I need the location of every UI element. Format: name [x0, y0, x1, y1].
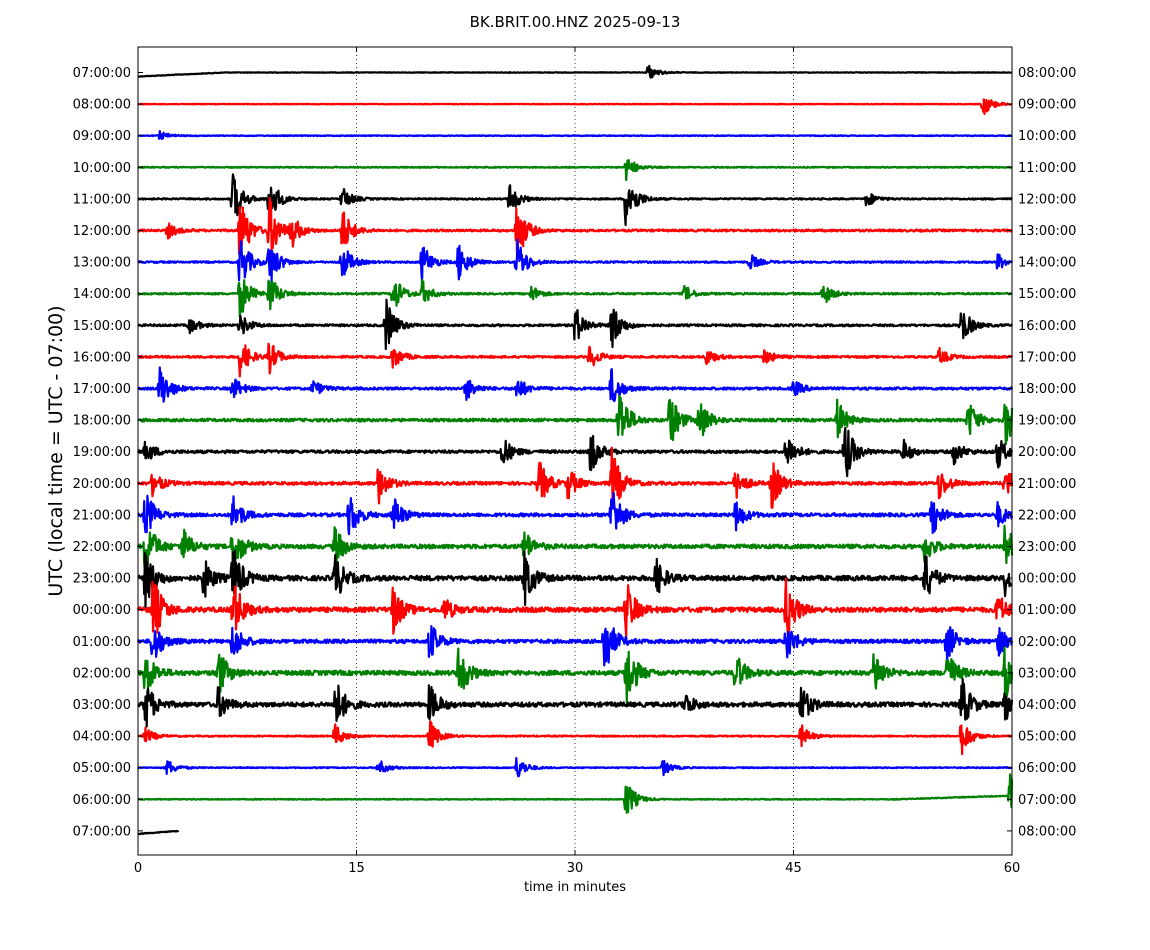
trace-line — [137, 720, 1013, 756]
trace-line — [137, 366, 1014, 403]
trace-line — [137, 159, 1013, 182]
right-time-label: 18:00:00 — [1018, 382, 1076, 397]
x-tick-label: 45 — [785, 861, 802, 876]
trace-line — [137, 757, 1013, 778]
trace-line — [137, 678, 1014, 728]
right-time-label: 09:00:00 — [1018, 98, 1076, 113]
left-time-label: 12:00:00 — [73, 224, 131, 239]
trace-line — [137, 773, 1014, 814]
right-time-label: 15:00:00 — [1018, 287, 1076, 302]
left-time-label: 03:00:00 — [73, 698, 131, 713]
y-axis-label: UTC (local time = UTC - 07:00) — [45, 305, 67, 596]
trace-line — [137, 238, 1014, 284]
trace-line — [137, 549, 1013, 611]
left-time-labels: 07:00:00 08:00:00 09:00:00 10:00:00 11:00:00… — [73, 66, 143, 839]
left-time-label: 17:00:00 — [73, 382, 131, 397]
trace-line — [136, 446, 1014, 510]
x-tick-label: 15 — [348, 861, 365, 876]
right-time-label: 23:00:00 — [1018, 540, 1076, 555]
left-time-label: 15:00:00 — [73, 319, 131, 334]
trace-line — [137, 173, 1013, 227]
trace-line — [137, 298, 1014, 351]
left-time-label: 13:00:00 — [73, 256, 131, 271]
left-time-label: 14:00:00 — [73, 287, 131, 302]
seismogram-traces — [136, 64, 1014, 836]
left-time-label: 06:00:00 — [73, 793, 131, 808]
right-time-labels: 08:00:00 09:00:00 10:00:00 11:00:00 12:00:00… — [1007, 66, 1076, 839]
trace-line — [137, 492, 1014, 536]
chart-title: BK.BRIT.00.HNZ 2025-09-13 — [470, 13, 681, 31]
right-time-label: 10:00:00 — [1018, 129, 1076, 144]
trace-line — [137, 130, 1013, 141]
left-time-label: 20:00:00 — [73, 477, 131, 492]
right-time-label: 13:00:00 — [1018, 224, 1076, 239]
left-time-label: 00:00:00 — [73, 603, 131, 618]
trace-line — [137, 394, 1014, 446]
x-tick-label: 0 — [134, 861, 142, 876]
trace-line — [137, 98, 1013, 115]
right-time-label: 16:00:00 — [1018, 319, 1076, 334]
left-time-label: 08:00:00 — [73, 98, 131, 113]
right-time-label: 19:00:00 — [1018, 414, 1076, 429]
x-tick-label: 60 — [1004, 861, 1021, 876]
left-time-label: 16:00:00 — [73, 350, 131, 365]
right-time-label: 12:00:00 — [1018, 192, 1076, 207]
trace-line — [136, 577, 1013, 637]
trace-line — [136, 524, 1014, 574]
trace-line — [137, 278, 1013, 318]
left-time-label: 21:00:00 — [73, 508, 131, 523]
trace-line — [137, 829, 180, 836]
left-time-label: 04:00:00 — [73, 730, 131, 745]
right-time-label: 00:00:00 — [1018, 572, 1076, 587]
left-time-label: 07:00:00 — [73, 824, 131, 839]
right-time-label: 02:00:00 — [1018, 635, 1076, 650]
left-time-label: 19:00:00 — [73, 445, 131, 460]
left-time-label: 22:00:00 — [73, 540, 131, 555]
left-time-label: 11:00:00 — [73, 192, 131, 207]
right-time-label: 14:00:00 — [1018, 256, 1076, 271]
left-time-label: 23:00:00 — [73, 572, 131, 587]
left-time-label: 18:00:00 — [73, 414, 131, 429]
right-time-label: 21:00:00 — [1018, 477, 1076, 492]
right-time-label: 22:00:00 — [1018, 508, 1076, 523]
trace-line — [136, 426, 1014, 478]
right-time-label: 05:00:00 — [1018, 730, 1076, 745]
left-time-label: 09:00:00 — [73, 129, 131, 144]
x-axis: 0 15 30 45 60 — [134, 47, 1020, 876]
right-time-label: 17:00:00 — [1018, 350, 1076, 365]
x-tick-label: 30 — [567, 861, 584, 876]
right-time-label: 03:00:00 — [1018, 666, 1076, 681]
right-time-label: 08:00:00 — [1018, 824, 1076, 839]
right-time-label: 08:00:00 — [1018, 66, 1076, 81]
right-time-label: 04:00:00 — [1018, 698, 1076, 713]
right-time-label: 11:00:00 — [1018, 161, 1076, 176]
left-time-label: 02:00:00 — [73, 666, 131, 681]
trace-line — [136, 625, 1014, 667]
x-axis-label: time in minutes — [524, 880, 626, 895]
left-time-label: 05:00:00 — [73, 761, 131, 776]
trace-line — [137, 646, 1014, 704]
left-time-label: 01:00:00 — [73, 635, 131, 650]
right-time-label: 20:00:00 — [1018, 445, 1076, 460]
left-time-label: 10:00:00 — [73, 161, 131, 176]
trace-line — [137, 196, 1013, 255]
trace-line — [137, 342, 1013, 378]
right-time-label: 07:00:00 — [1018, 793, 1076, 808]
right-time-label: 06:00:00 — [1018, 761, 1076, 776]
trace-line — [137, 64, 1013, 79]
right-time-label: 01:00:00 — [1018, 603, 1076, 618]
left-time-label: 07:00:00 — [73, 66, 131, 81]
